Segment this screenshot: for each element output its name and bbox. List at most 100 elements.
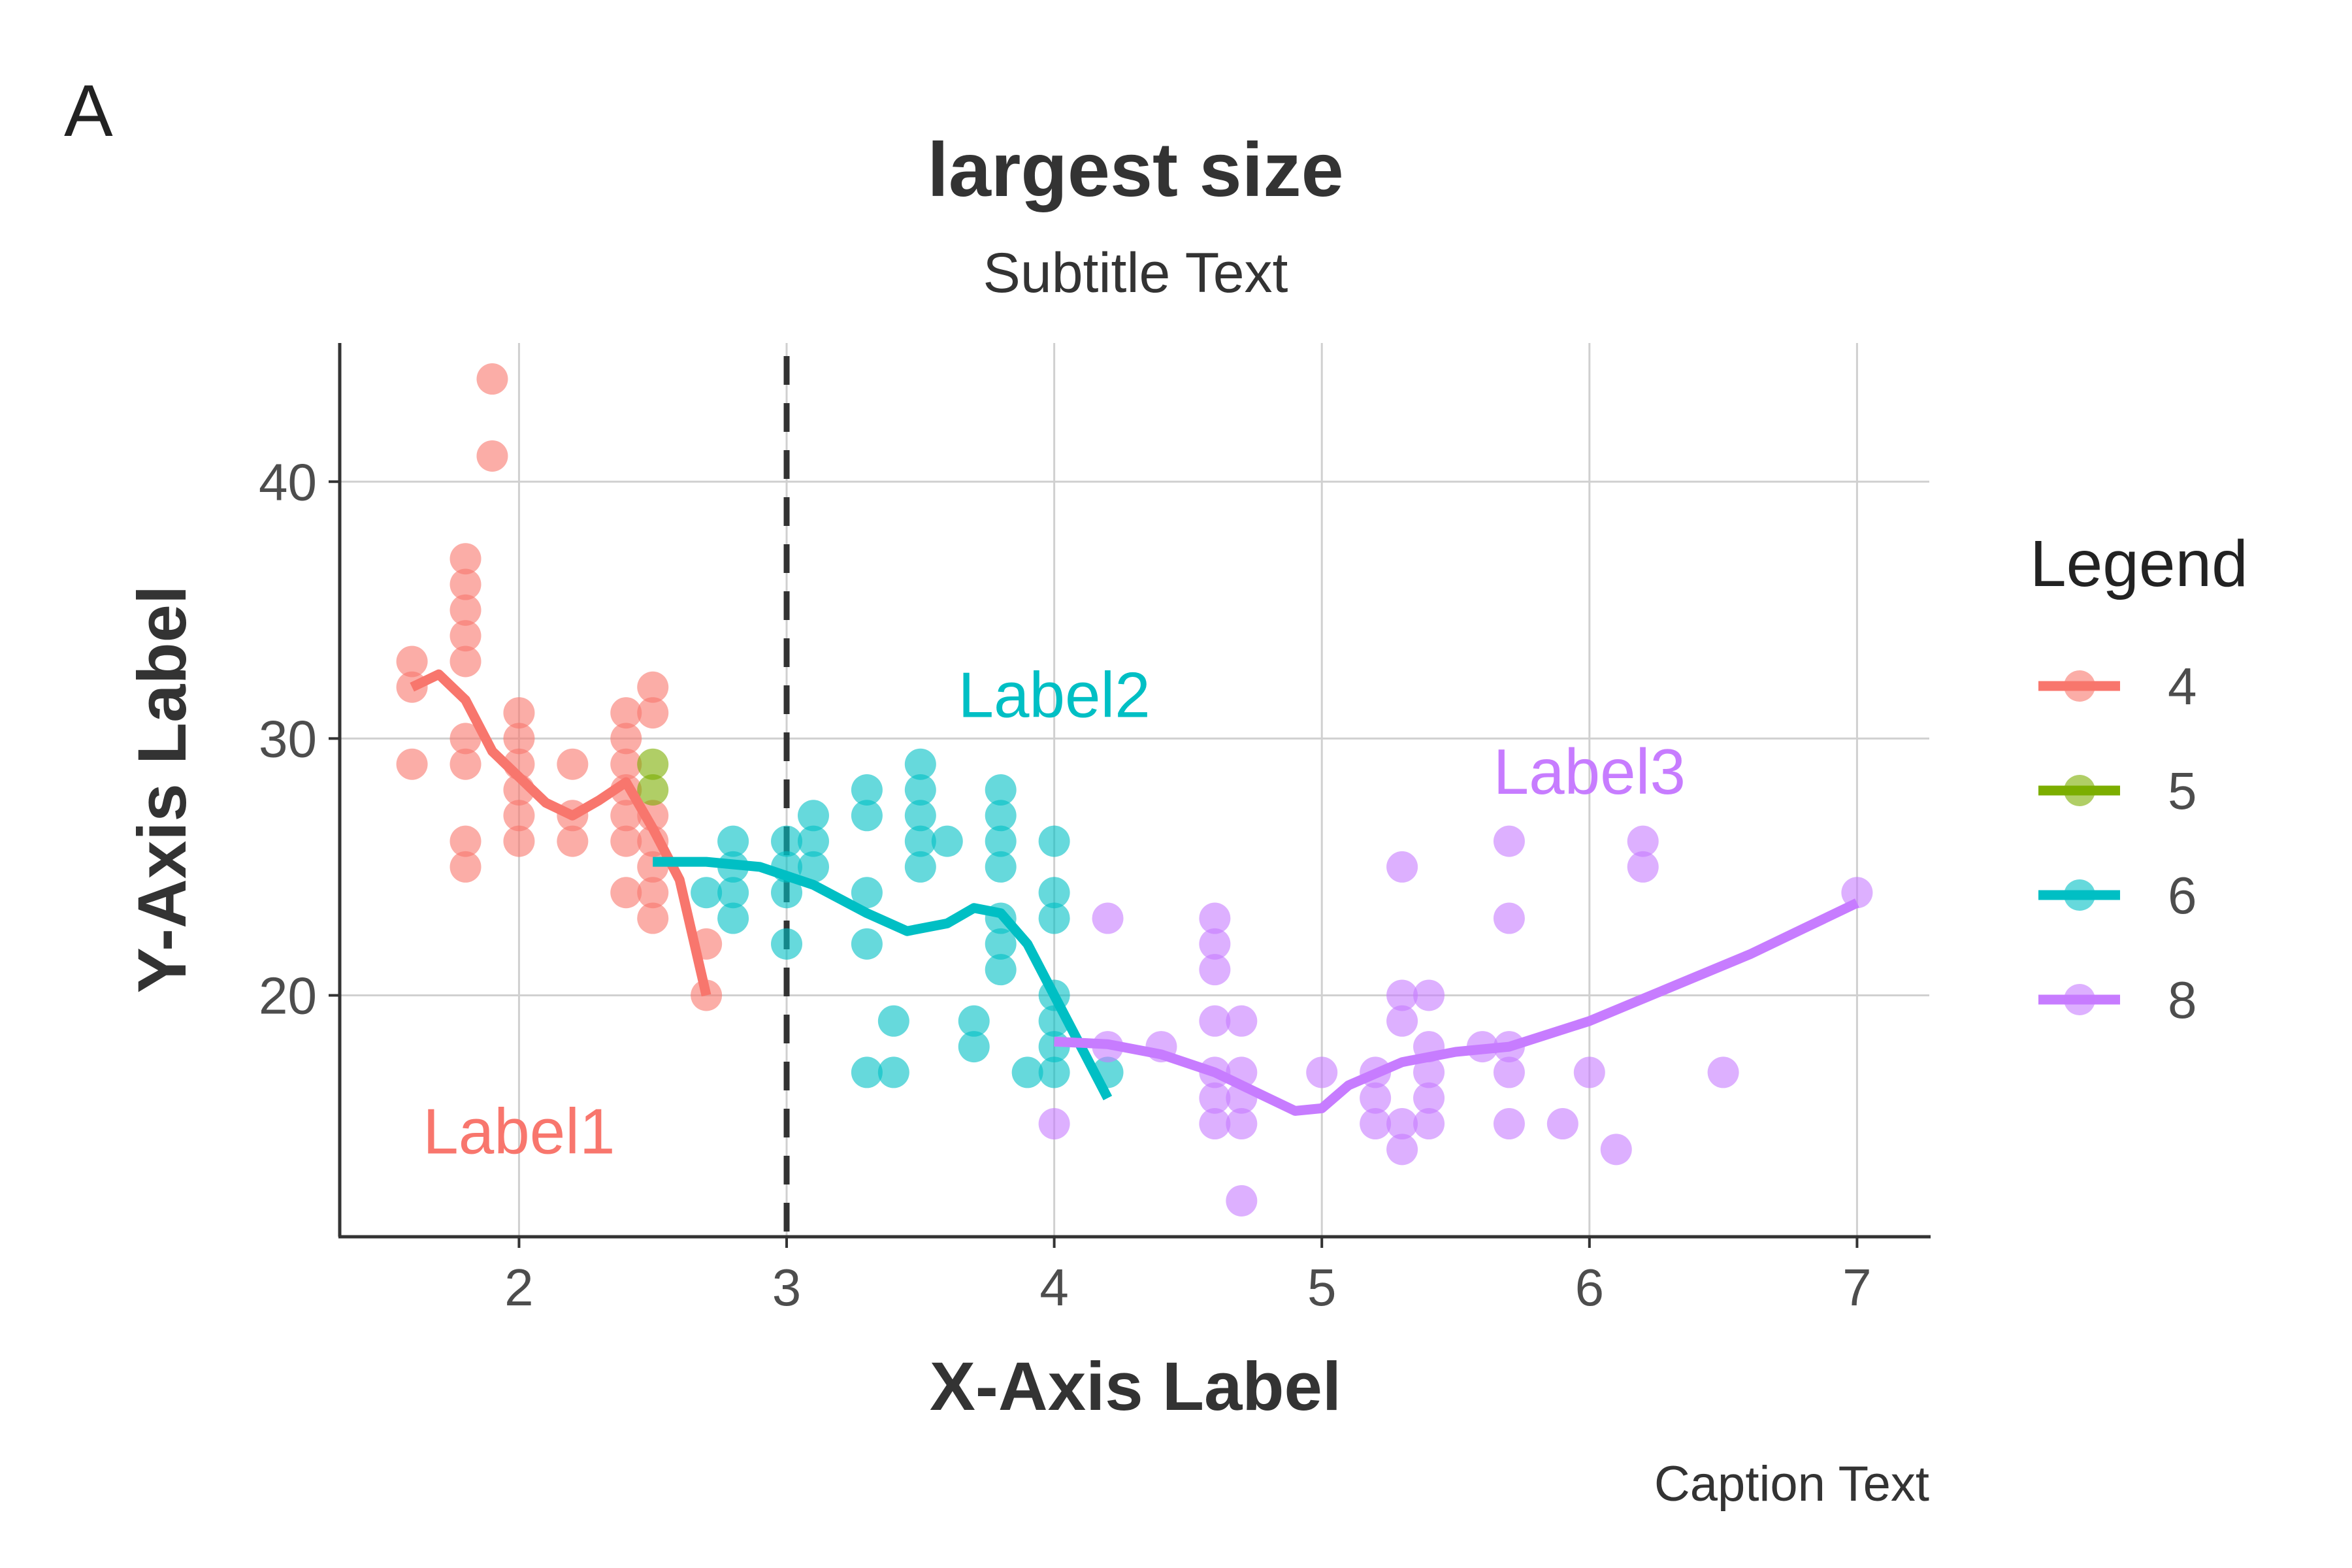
point-series-6-4 (717, 902, 749, 934)
point-series-8-18 (1360, 1082, 1392, 1114)
y-tick-label-2: 40 (259, 453, 317, 511)
point-series-6-7 (771, 877, 803, 909)
point-series-8-40 (1627, 851, 1659, 883)
point-series-6-13 (851, 800, 883, 832)
x-tick-label-4: 6 (1575, 1258, 1605, 1316)
point-series-8-7 (1199, 1005, 1231, 1037)
point-series-6-23 (904, 851, 936, 883)
point-series-8-10 (1199, 1108, 1231, 1140)
point-series-8-25 (1413, 979, 1445, 1011)
legend-items: 4 5 6 8 (2038, 657, 2197, 1029)
point-series-8-34 (1493, 1056, 1525, 1088)
point-series-8-42 (1841, 877, 1873, 909)
x-tick-label-0: 2 (504, 1258, 534, 1316)
point-series-6-25 (958, 1005, 990, 1037)
x-tick-label-3: 5 (1307, 1258, 1337, 1316)
point-series-6-36 (1038, 877, 1070, 909)
point-series-8-4 (1199, 902, 1231, 934)
point-series-8-27 (1413, 1056, 1445, 1088)
point-series-4-3 (449, 543, 482, 575)
legend-label-5: 5 (2168, 762, 2197, 820)
point-series-4-0 (396, 645, 428, 678)
point-series-6-37 (1038, 902, 1070, 934)
point-series-8-41 (1707, 1056, 1739, 1088)
point-series-8-6 (1199, 954, 1231, 986)
point-series-8-1 (1092, 902, 1124, 934)
point-series-8-32 (1493, 902, 1525, 934)
x-tick-label-2: 4 (1039, 1258, 1069, 1316)
point-series-6-9 (797, 800, 829, 832)
point-series-4-2 (396, 748, 428, 780)
chart-subtitle: Subtitle Text (983, 242, 1288, 304)
point-series-8-11 (1226, 1005, 1258, 1037)
point-series-6-27 (985, 774, 1017, 806)
point-series-4-7 (449, 645, 482, 678)
point-series-4-10 (449, 825, 482, 857)
point-series-4-9 (449, 748, 482, 780)
point-series-6-14 (851, 877, 883, 909)
smooth-line-8 (1054, 898, 1859, 1116)
point-series-4-18 (503, 800, 535, 832)
axes (338, 343, 1931, 1239)
point-series-6-8 (771, 928, 803, 960)
point-series-4-29 (610, 877, 642, 909)
legend-key-point-4 (2064, 670, 2095, 702)
point-series-8-39 (1627, 825, 1659, 857)
point-series-6-20 (904, 774, 936, 806)
point-series-6-28 (985, 800, 1017, 832)
point-series-8-24 (1386, 1134, 1418, 1166)
point-series-8-16 (1306, 1056, 1338, 1088)
point-series-8-38 (1600, 1134, 1632, 1166)
point-series-6-26 (958, 1031, 990, 1063)
point-series-8-37 (1573, 1056, 1605, 1088)
point-series-6-33 (985, 954, 1017, 986)
y-tick-label-1: 30 (259, 710, 317, 768)
x-tick-label-1: 3 (772, 1258, 802, 1316)
point-series-6-11 (797, 851, 829, 883)
legend-label-8: 8 (2168, 971, 2197, 1029)
point-series-4-20 (557, 748, 589, 780)
point-series-8-31 (1493, 825, 1525, 857)
point-series-6-15 (851, 928, 883, 960)
point-series-4-27 (610, 800, 642, 832)
point-series-4-36 (637, 902, 669, 934)
legend-label-6: 6 (2168, 866, 2197, 924)
point-series-8-0 (1038, 1108, 1070, 1140)
point-series-4-25 (610, 748, 642, 780)
point-series-6-18 (877, 1056, 909, 1088)
smooth-line-4 (410, 669, 711, 997)
x-axis-title: X-Axis Label (930, 1348, 1341, 1425)
point-series-6-12 (851, 774, 883, 806)
panel-tag: A (64, 70, 113, 152)
annotation-label-1: Label1 (423, 1096, 615, 1168)
point-series-8-28 (1413, 1082, 1445, 1114)
x-tick-label-5: 7 (1842, 1258, 1872, 1316)
point-series-5-1 (637, 774, 669, 806)
point-series-8-14 (1226, 1108, 1258, 1140)
point-series-6-30 (985, 851, 1017, 883)
point-series-4-8 (449, 723, 482, 755)
legend: Legend 4 5 6 8 (2030, 527, 2248, 1029)
point-series-4-11 (449, 851, 482, 883)
legend-title: Legend (2030, 527, 2248, 600)
point-series-8-29 (1413, 1108, 1445, 1140)
point-series-4-24 (610, 723, 642, 755)
point-series-4-12 (476, 363, 508, 395)
x-ticks: 2 3 4 5 6 7 (504, 1237, 1872, 1316)
point-series-6-29 (985, 825, 1017, 857)
point-series-8-20 (1386, 851, 1418, 883)
point-series-4-23 (610, 697, 642, 729)
y-tick-label-0: 20 (259, 966, 317, 1024)
y-ticks: 20 30 40 (259, 453, 340, 1024)
legend-key-point-8 (2064, 984, 2095, 1015)
point-series-4-14 (503, 697, 535, 729)
point-series-4-22 (557, 825, 589, 857)
point-series-8-21 (1386, 979, 1418, 1011)
point-series-4-30 (637, 671, 669, 703)
point-series-8-22 (1386, 1005, 1418, 1037)
point-series-6-21 (904, 800, 936, 832)
point-series-6-0 (691, 877, 723, 909)
point-series-6-24 (931, 825, 963, 857)
point-series-6-19 (904, 748, 936, 780)
